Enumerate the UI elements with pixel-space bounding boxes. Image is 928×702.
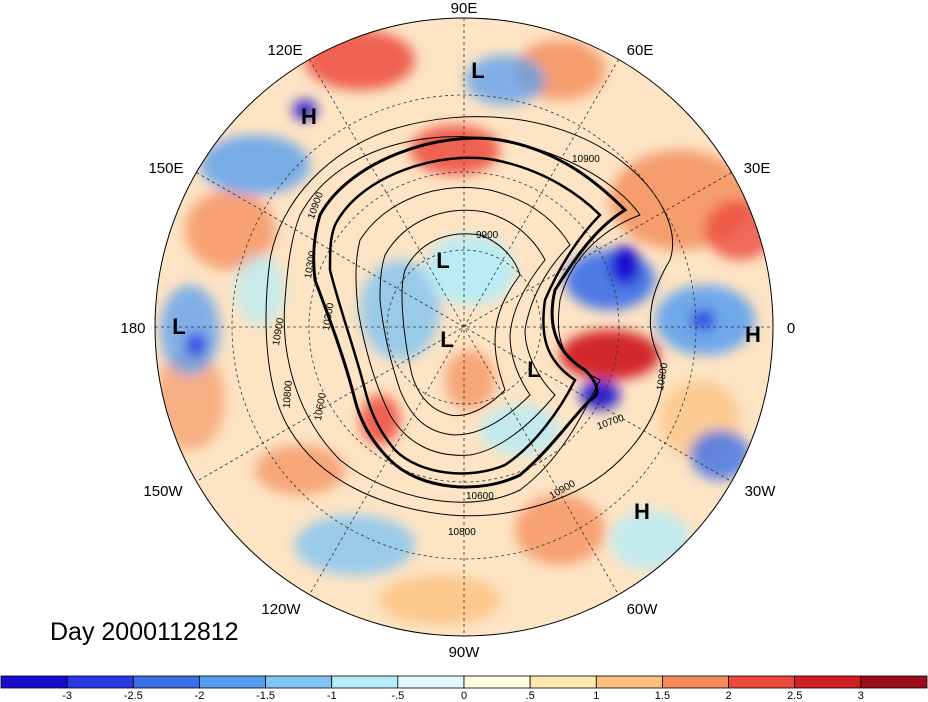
pressure-center-label: H: [634, 499, 650, 524]
longitude-label-0: 0: [787, 320, 795, 337]
colorbar-tick-label: -2.5: [124, 690, 143, 702]
colorbar-box: [0, 675, 68, 689]
contour-jet-1: [312, 136, 628, 489]
contour-jet-2: [328, 156, 602, 475]
colorbar-boxes: [0, 675, 928, 689]
contour-label: 10800: [281, 380, 294, 409]
colorbar-box: [397, 675, 465, 689]
colorbar-tick-label: 2: [726, 690, 732, 702]
colorbar-box: [794, 675, 862, 689]
contour-label: 10800: [448, 527, 476, 538]
colorbar-box: [860, 675, 928, 689]
contour-inner-3: [401, 233, 521, 417]
contour-label: 10300: [303, 250, 319, 280]
colorbar-tick-label: -1.5: [256, 690, 275, 702]
date-label: Day 2000112812: [50, 618, 239, 646]
contour-label: 10600: [466, 491, 494, 502]
colorbar-box: [331, 675, 399, 689]
graticule: [155, 18, 773, 636]
colorbar-tick-label: 1: [593, 690, 599, 702]
colorbar-box: [199, 675, 266, 689]
contour-inner-1: [355, 186, 571, 456]
longitude-label-120w: 120W: [261, 601, 301, 618]
contour-label: 10900: [572, 154, 600, 165]
longitude-label-90e: 90E: [451, 0, 478, 17]
colorbar-tick-label: -3: [62, 690, 72, 702]
colorbar-ticks: -3 -2.5 -2 -1.5 -1 -.5 0 .5 1 1.5 2 2.5 3: [62, 690, 864, 702]
colorbar-tick-label: 1.5: [655, 690, 670, 702]
contour-label: 10900: [271, 317, 287, 347]
pressure-center-label: H: [745, 322, 761, 347]
contour-label: 9900: [476, 230, 499, 241]
colorbar-tick-label: 0: [461, 690, 467, 702]
longitude-labels: 90E 60E 30E 0 30W 60W 90W 120W 150W 180 …: [120, 0, 795, 661]
colorbar-box: [662, 675, 729, 689]
longitude-label-60e: 60E: [627, 42, 654, 59]
colorbar-tick-label: 2.5: [787, 690, 802, 702]
colorbar-box: [265, 675, 333, 689]
longitude-label-150w: 150W: [143, 483, 183, 500]
colorbar-tick-label: -.5: [391, 690, 404, 702]
contour-label: 10300: [321, 302, 337, 332]
contour-label: 10600: [313, 392, 329, 422]
colorbar-tick-label: -2: [195, 690, 205, 702]
longitude-label-30e: 30E: [744, 160, 771, 177]
colorbar-box: [66, 675, 134, 689]
longitude-label-90w: 90W: [449, 644, 481, 661]
colorbar-box: [595, 675, 663, 689]
longitude-label-180: 180: [120, 320, 145, 337]
map-border: [154, 17, 774, 637]
longitude-label-30w: 30W: [745, 483, 777, 500]
pressure-center-label: H: [301, 104, 317, 129]
pressure-center-label: L: [471, 58, 484, 83]
colorbar: -3 -2.5 -2 -1.5 -1 -.5 0 .5 1 1.5 2 2.5 3: [0, 675, 928, 702]
pressure-center-label: L: [440, 327, 453, 352]
longitude-label-150e: 150E: [148, 160, 183, 177]
pressure-center-label: L: [172, 314, 185, 339]
contour-label: 10800: [655, 362, 671, 392]
pressure-center-label: L: [527, 357, 540, 382]
colorbar-box: [728, 675, 796, 689]
height-contours: [265, 116, 674, 517]
contour-outer-2: [265, 116, 674, 517]
longitude-label-120e: 120E: [267, 42, 302, 59]
colorbar-box: [463, 675, 531, 689]
colorbar-tick-label: -1: [327, 690, 337, 702]
longitude-label-60w: 60W: [627, 601, 659, 618]
pressure-center-label: L: [436, 248, 449, 273]
colorbar-tick-label: .5: [526, 690, 535, 702]
colorbar-box: [529, 675, 597, 689]
pressure-centers: L H L L L L H H: [172, 58, 761, 524]
contour-inner-2: [379, 209, 546, 436]
colorbar-tick-label: 3: [858, 690, 864, 702]
colorbar-box: [132, 675, 200, 689]
